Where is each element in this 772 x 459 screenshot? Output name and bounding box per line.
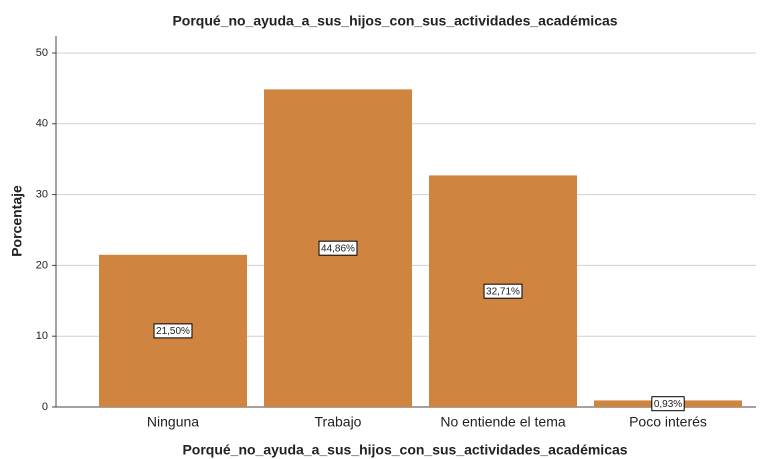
value-label-box bbox=[483, 283, 523, 299]
chart-title: Porqué_no_ayuda_a_sus_hijos_con_sus_acti… bbox=[172, 13, 617, 29]
value-label-box bbox=[318, 240, 358, 256]
x-tick-label: Poco interés bbox=[629, 414, 707, 430]
value-label: 44,86% bbox=[321, 243, 355, 254]
y-axis-title: Porcentaje bbox=[9, 185, 25, 257]
y-tick-label: 50 bbox=[36, 47, 48, 59]
value-label: 21,50% bbox=[156, 326, 190, 337]
x-tick-label: No entiende el tema bbox=[440, 414, 566, 430]
value-label: 32,71% bbox=[486, 286, 520, 297]
x-axis-title: Porqué_no_ayuda_a_sus_hijos_con_sus_acti… bbox=[182, 442, 627, 458]
y-tick-label: 20 bbox=[36, 259, 48, 271]
x-tick-label: Ninguna bbox=[147, 414, 199, 430]
value-label-box bbox=[153, 323, 193, 339]
y-tick-label: 0 bbox=[42, 401, 48, 413]
y-tick-label: 10 bbox=[36, 330, 48, 342]
value-label: 0,93% bbox=[654, 399, 682, 410]
y-tick-label: 40 bbox=[36, 118, 48, 130]
x-tick-label: Trabajo bbox=[315, 414, 362, 430]
value-label-box bbox=[651, 396, 685, 412]
y-tick-label: 30 bbox=[36, 189, 48, 201]
